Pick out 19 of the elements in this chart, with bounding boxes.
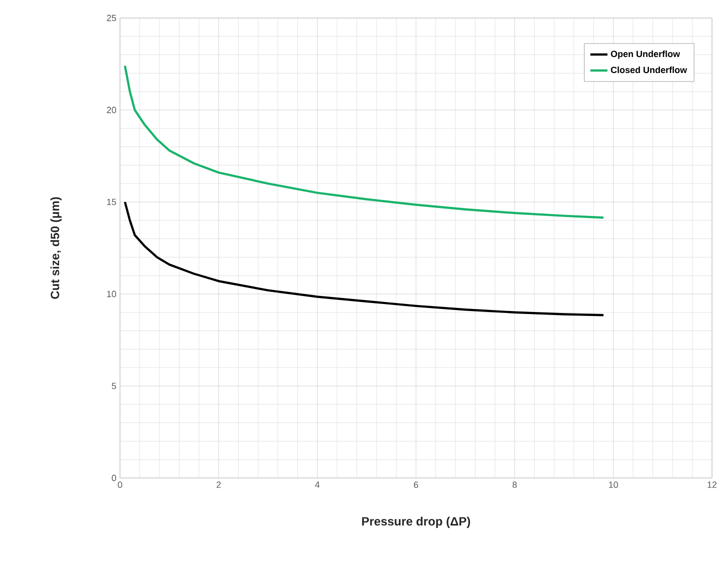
y-axis-title: Cut size, d50 (μm) bbox=[50, 197, 62, 299]
x-tick-label: 4 bbox=[315, 482, 320, 488]
x-tick-label: 8 bbox=[512, 482, 517, 488]
y-tick-label: 15 bbox=[107, 198, 116, 206]
x-tick-label: 2 bbox=[216, 482, 221, 488]
line-series bbox=[124, 200, 605, 316]
y-tick-label: 0 bbox=[112, 474, 116, 482]
y-tick-label: 25 bbox=[106, 14, 116, 22]
x-tick-label: 0 bbox=[118, 482, 122, 488]
y-tick-label: 5 bbox=[112, 382, 116, 390]
y-tick-label: 20 bbox=[106, 106, 116, 114]
y-tick-label: 10 bbox=[107, 290, 116, 298]
x-tick-label: 6 bbox=[414, 482, 418, 488]
legend-label: Closed Underflow bbox=[610, 66, 688, 74]
line-series bbox=[124, 64, 605, 219]
legend-label: Open Underflow bbox=[610, 50, 680, 59]
x-tick-label: 10 bbox=[609, 482, 618, 488]
x-tick-label: 12 bbox=[708, 482, 717, 488]
x-axis-title: Pressure drop (ΔP) bbox=[362, 516, 470, 528]
